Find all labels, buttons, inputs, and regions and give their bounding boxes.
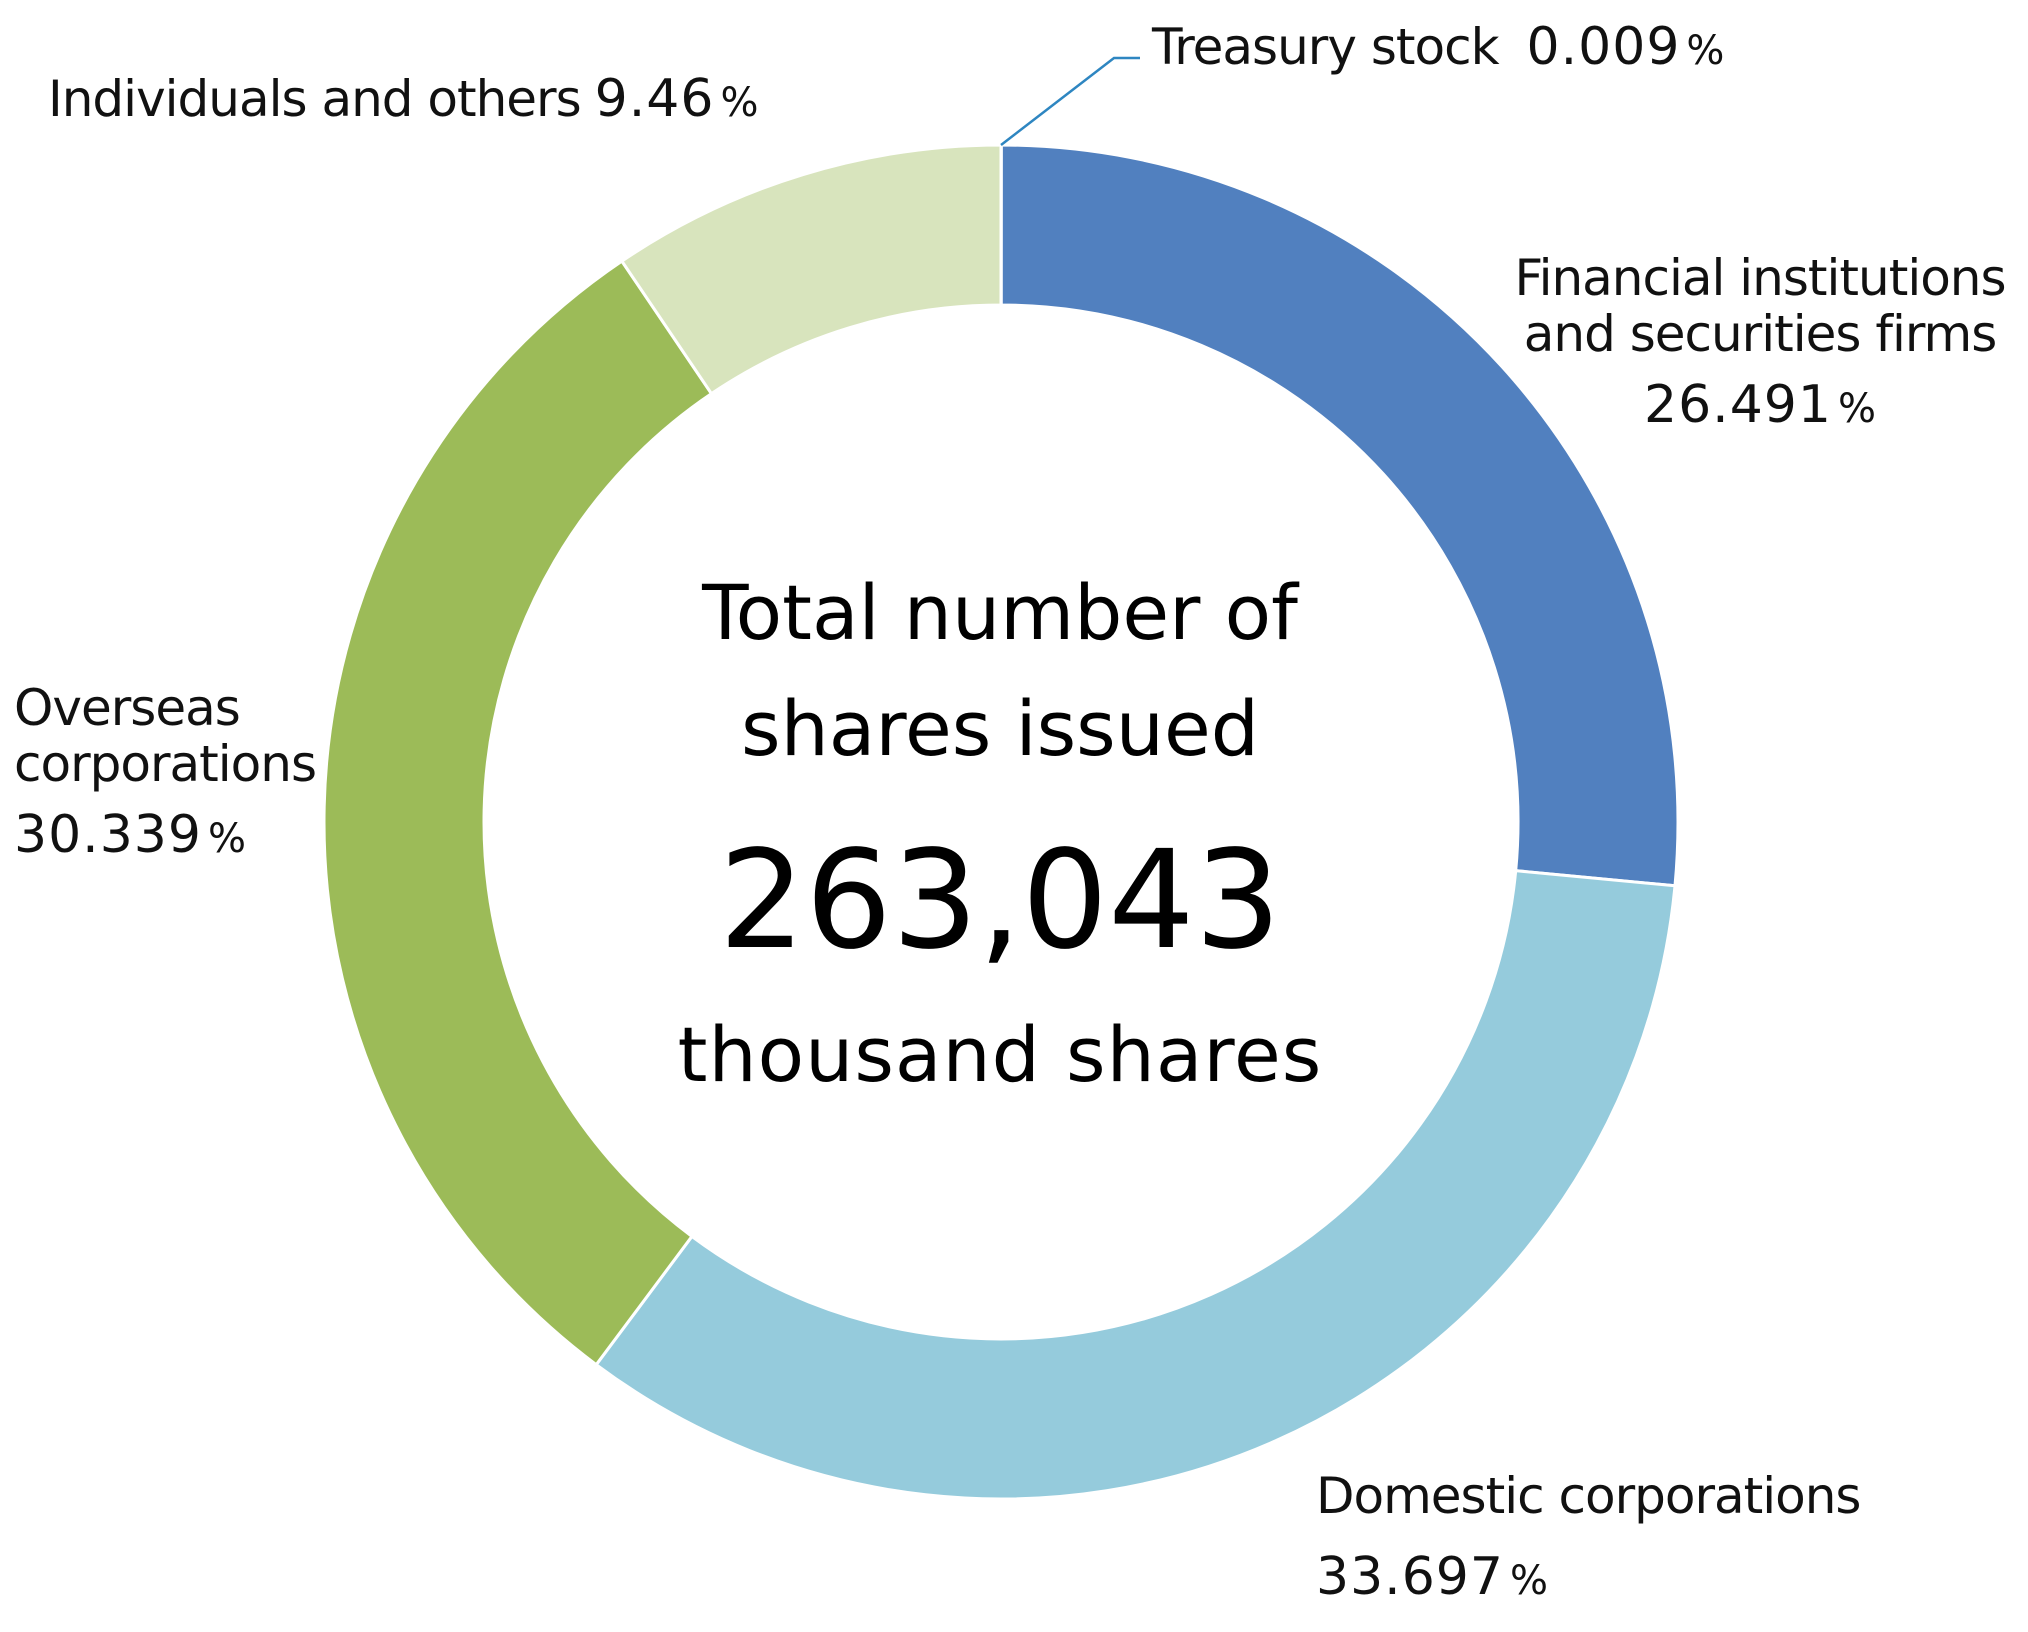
- center-title-line2: shares issued: [741, 684, 1259, 773]
- label-treasury-stock: Treasury stock 0.009%: [1152, 17, 1725, 77]
- label-domestic-corporations: Domestic corporations 33.697%: [1316, 1467, 1861, 1607]
- slice-overseas-corporations: [322, 259, 714, 1367]
- label-individuals-and-others: Individuals and others 9.46%: [48, 69, 759, 129]
- slice-financial-institutions-and-securities-firms: [999, 143, 1680, 888]
- slice-domestic-corporations: [594, 869, 1677, 1501]
- label-overseas-corporations: Overseas corporations 30.339%: [14, 679, 317, 865]
- donut-slices: [322, 143, 1680, 1501]
- center-title-line1: Total number of: [702, 568, 1298, 657]
- treasury-stock-leader-line: [1000, 56, 1140, 146]
- center-total-unit: thousand shares: [677, 1010, 1323, 1099]
- center-total-value: 263,043: [718, 822, 1282, 980]
- label-financial-institutions: Financial institutions and securities fi…: [1514, 249, 2006, 435]
